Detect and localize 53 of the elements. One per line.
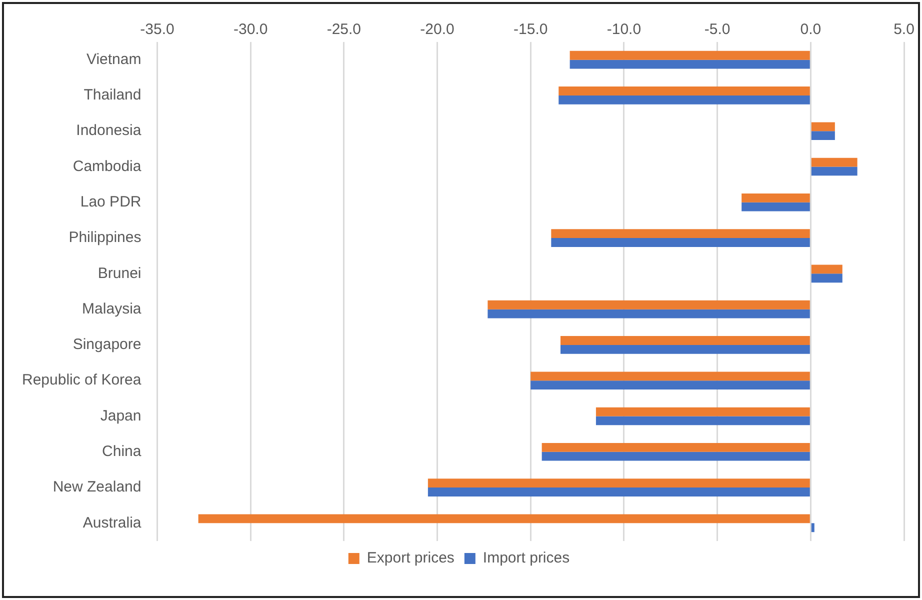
bar xyxy=(570,50,810,60)
y-tick-label: Indonesia xyxy=(76,122,142,140)
x-tick-label: 5.0 xyxy=(894,21,914,38)
bar xyxy=(742,193,810,202)
bar xyxy=(558,95,810,104)
y-tick-label: Australia xyxy=(82,514,142,532)
y-tick-label: Japan xyxy=(100,407,142,424)
bar xyxy=(742,202,810,212)
bar xyxy=(558,86,810,96)
y-tick-label: Singapore xyxy=(72,336,142,354)
bar xyxy=(811,122,835,132)
bar xyxy=(542,452,810,461)
y-tick-label: Thailand xyxy=(84,86,142,104)
bar xyxy=(811,274,842,283)
x-tick-label: -30.0 xyxy=(233,21,268,38)
bar xyxy=(428,478,810,488)
bar xyxy=(530,380,810,390)
y-tick-label: Philippines xyxy=(68,229,142,246)
bar xyxy=(488,309,810,318)
legend-label: Import prices xyxy=(482,550,570,567)
bar xyxy=(811,158,858,167)
bar xyxy=(596,416,810,426)
bar xyxy=(551,229,810,238)
y-tick-label: China xyxy=(102,443,142,460)
y-tick-label: Brunei xyxy=(98,264,142,282)
bar xyxy=(811,131,835,140)
x-tick-label: -20.0 xyxy=(420,21,454,38)
bar xyxy=(811,264,842,274)
bar xyxy=(428,488,810,496)
bar xyxy=(530,372,810,381)
bar xyxy=(560,344,810,354)
y-tick-label: Malaysia xyxy=(82,300,142,318)
x-tick-label: -15.0 xyxy=(514,21,548,38)
y-tick-label: Cambodia xyxy=(72,158,142,175)
bar xyxy=(596,407,810,416)
x-tick-label: 0.0 xyxy=(800,21,822,38)
x-tick-label: -25.0 xyxy=(326,21,362,38)
y-tick-label: Republic of Korea xyxy=(22,372,142,389)
x-tick-label: -5.0 xyxy=(704,21,730,38)
y-tick-label: New Zealand xyxy=(52,478,142,496)
bar xyxy=(488,300,810,310)
y-tick-label: Lao PDR xyxy=(80,194,142,211)
y-tick-label: Vietnam xyxy=(86,50,142,68)
legend-label: Export prices xyxy=(366,550,454,567)
x-tick-label: -10.0 xyxy=(606,21,642,38)
bar xyxy=(560,336,810,345)
bar xyxy=(542,442,810,452)
bar xyxy=(811,166,858,176)
bar xyxy=(570,60,810,69)
bar xyxy=(551,238,810,247)
bar xyxy=(811,523,814,532)
bar xyxy=(198,514,810,524)
x-tick-label: -35.0 xyxy=(140,21,174,38)
